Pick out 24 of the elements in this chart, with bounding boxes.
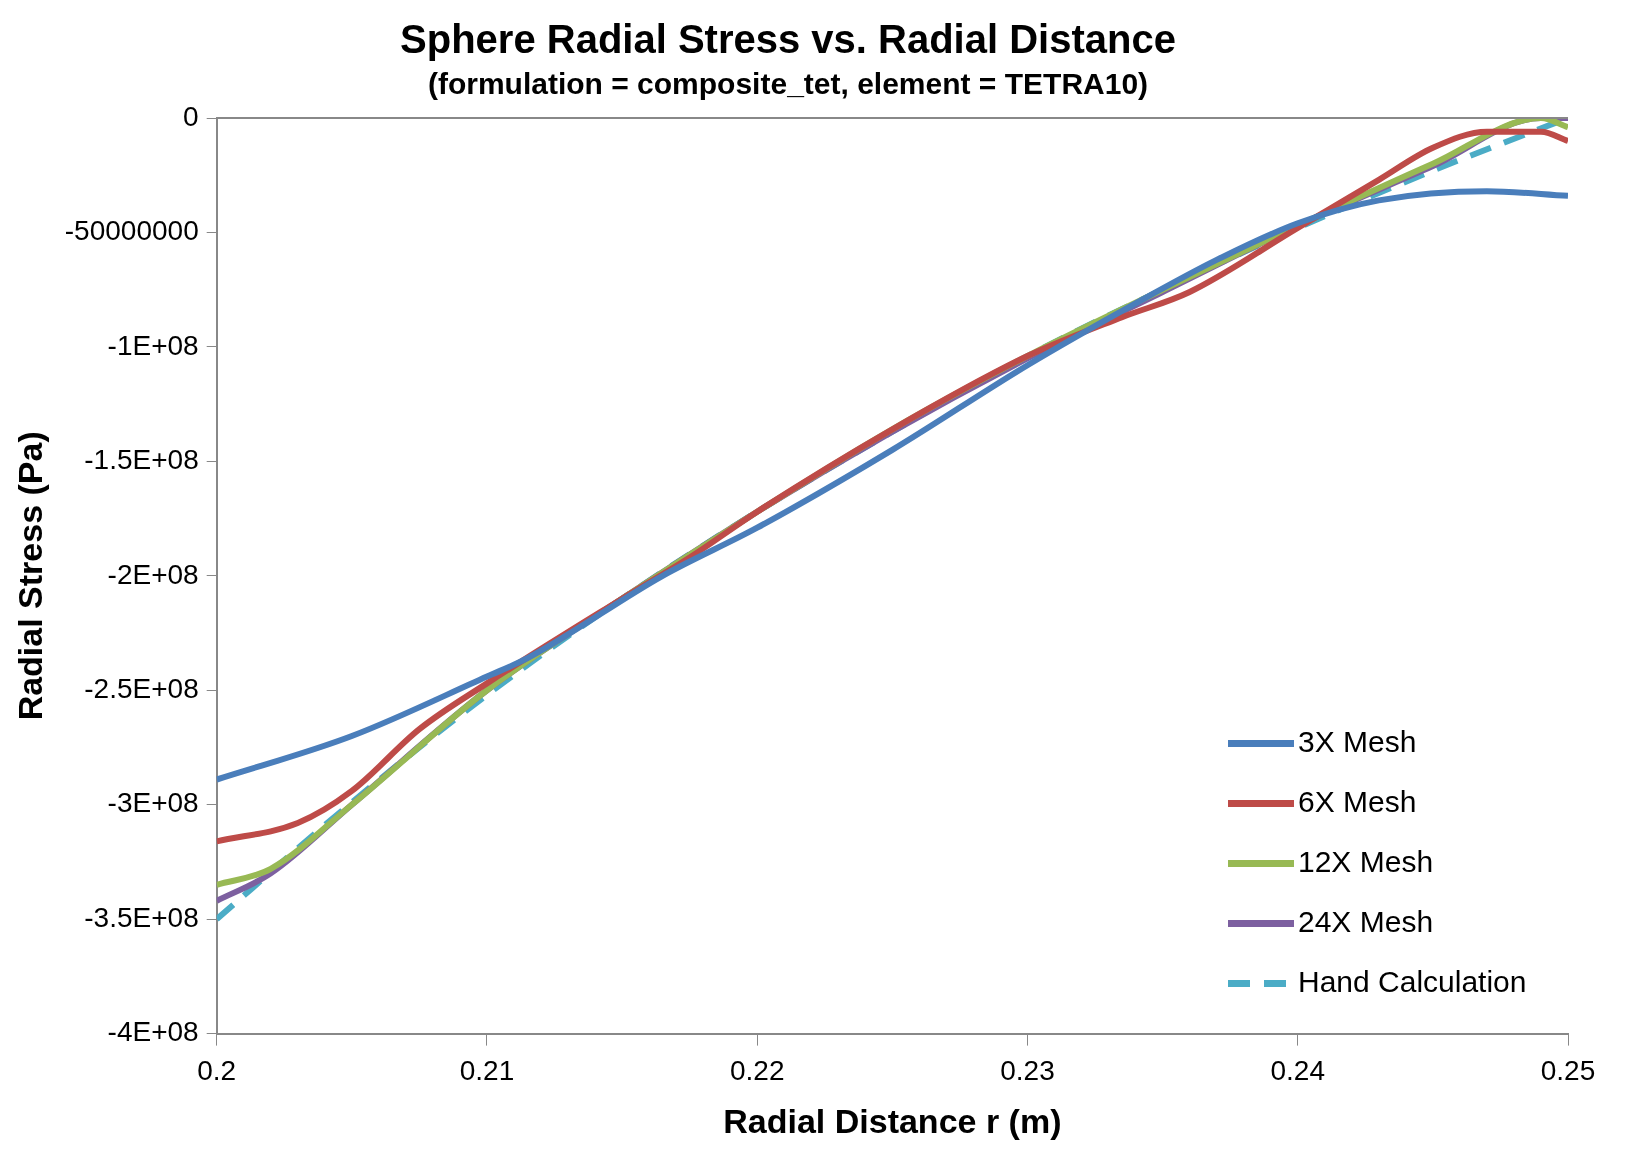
x-tick-label: 0.23	[1000, 1055, 1055, 1087]
legend-label: 3X Mesh	[1298, 724, 1417, 758]
y-tick-label: -4E+08	[107, 1016, 199, 1048]
x-tick-label: 0.2	[197, 1055, 237, 1087]
chart-title: Sphere Radial Stress vs. Radial Distance	[400, 17, 1176, 62]
legend-label: Hand Calculation	[1298, 964, 1527, 998]
y-tick-label: -2E+08	[107, 558, 199, 590]
x-tick-label: 0.25	[1540, 1055, 1596, 1087]
legend-label: 6X Mesh	[1298, 784, 1417, 818]
x-axis-title: Radial Distance r (m)	[723, 1101, 1062, 1140]
legend-label: 12X Mesh	[1298, 844, 1434, 878]
x-tick-label: 0.24	[1270, 1055, 1325, 1087]
chart-subtitle: (formulation = composite_tet, element = TETRA10)	[427, 67, 1149, 101]
y-tick-label: -3E+08	[107, 787, 199, 819]
y-tick-label: -1.5E+08	[84, 444, 199, 476]
legend-label: 24X Mesh	[1298, 904, 1434, 938]
y-tick-label: -2.5E+08	[84, 672, 199, 704]
x-tick-label: 0.21	[459, 1055, 515, 1087]
y-tick-label: 0	[183, 100, 199, 132]
y-tick-label: -1E+08	[107, 329, 199, 361]
y-tick-label: -50000000	[64, 215, 199, 247]
y-tick-label: -3.5E+08	[84, 901, 199, 933]
x-tick-label: 0.22	[729, 1055, 785, 1087]
y-axis-title: Radial Stress (Pa)	[10, 431, 49, 721]
